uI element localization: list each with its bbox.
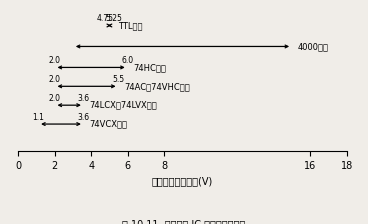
Text: 74HC系列: 74HC系列 (133, 63, 166, 72)
Text: 1.1: 1.1 (32, 113, 44, 122)
Text: 74AC，74VHC系列: 74AC，74VHC系列 (124, 82, 190, 91)
Text: 74LCX，74LVX系列: 74LCX，74LVX系列 (89, 101, 157, 110)
Text: 5.25: 5.25 (106, 14, 123, 23)
X-axis label: 保证工作电源电压(V): 保证工作电源电压(V) (152, 177, 213, 187)
Text: 2.0: 2.0 (49, 75, 61, 84)
Text: 4000系列: 4000系列 (298, 42, 329, 51)
Text: TTL家族: TTL家族 (118, 22, 143, 31)
Text: 5.5: 5.5 (113, 75, 125, 84)
Text: 4.75: 4.75 (96, 14, 113, 23)
Text: 图 10.11  标准逻辑 IC 的工作电源电压: 图 10.11 标准逻辑 IC 的工作电源电压 (123, 220, 245, 224)
Text: 74VCX系列: 74VCX系列 (89, 120, 127, 129)
Text: 3.6: 3.6 (78, 113, 90, 122)
Text: 2.0: 2.0 (49, 94, 61, 103)
Text: 6.0: 6.0 (121, 56, 134, 65)
Text: 2.0: 2.0 (49, 56, 61, 65)
Text: 3.6: 3.6 (78, 94, 90, 103)
